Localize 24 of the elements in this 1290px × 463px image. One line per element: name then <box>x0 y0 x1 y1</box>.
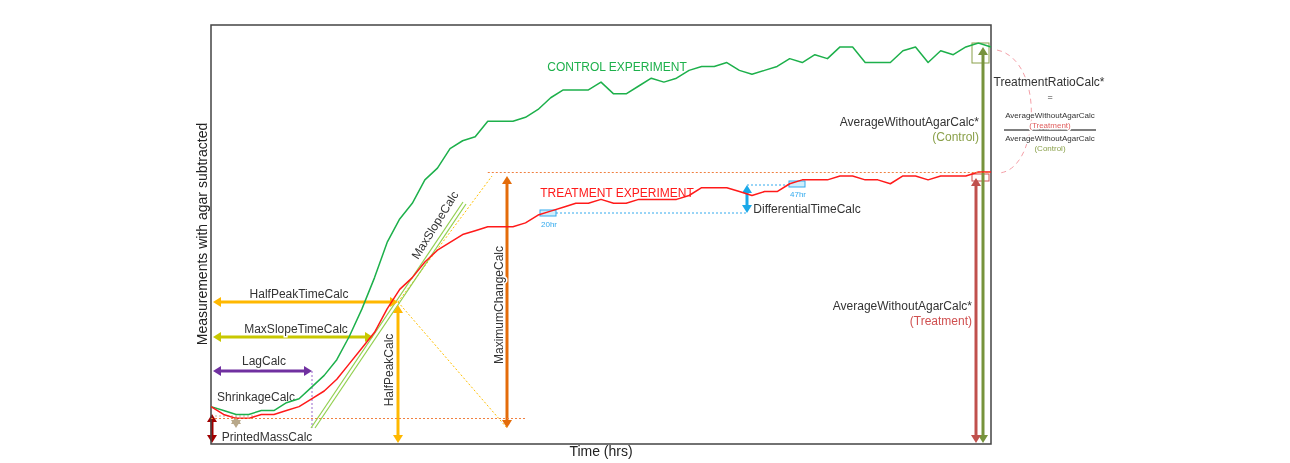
text: (Control) <box>1034 143 1066 153</box>
annotation: DifferentialTimeCalc <box>753 202 861 216</box>
annotation: HalfPeakTimeCalc <box>249 287 349 301</box>
x-axis-title: Time (hrs) <box>569 443 633 459</box>
y-axis-title: Measurements with agar subtracted <box>194 122 210 346</box>
annotation: (Treatment) <box>909 314 972 328</box>
series-label: TREATMENT EXPERIMENT <box>540 186 695 200</box>
annotation: HalfPeakCalc <box>382 333 396 407</box>
annotation: TreatmentRatioCalc* <box>993 75 1105 89</box>
annotation: 20hr <box>540 219 558 229</box>
annotation: LagCalc <box>241 354 287 368</box>
text: AverageWithoutAgarCalc <box>1005 110 1095 120</box>
annotation: AverageWithoutAgarCalc* <box>839 115 980 129</box>
text: (Treatment) <box>1029 120 1072 130</box>
annotation: MaximumChangeCalc <box>492 245 506 365</box>
annotation: ShrinkageCalc <box>216 390 296 404</box>
text: = <box>1047 92 1053 102</box>
annotation: MaxSlopeTimeCalc <box>244 322 348 336</box>
text: AverageWithoutAgarCalc <box>1005 133 1095 143</box>
annotation: 47hr <box>789 189 807 199</box>
annotation: PrintedMassCalc <box>221 430 313 444</box>
annotation: (Control) <box>932 130 979 144</box>
series-label: CONTROL EXPERIMENT <box>547 60 688 74</box>
annotation: AverageWithoutAgarCalc* <box>832 299 973 313</box>
